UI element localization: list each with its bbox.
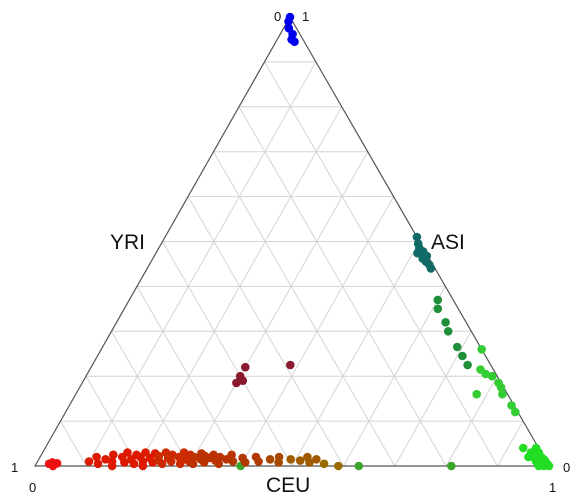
data-point [168,450,177,460]
data-point [157,459,167,469]
data-point [477,345,487,354]
grid-line-yri [60,420,87,467]
data-point [93,459,103,469]
grid-line-ceu [445,375,498,467]
data-point [166,457,176,466]
grid-line-ceu [291,241,420,467]
data-point [123,448,132,457]
grid-line-ceu [394,331,472,467]
data-point [458,351,467,361]
data-point [52,459,62,468]
grid-line-ceu [342,286,446,467]
data-point [507,401,516,410]
data-point [290,37,299,46]
grid-lines [60,61,524,467]
data-point [472,389,482,399]
data-point [265,455,275,464]
data-point [129,459,139,469]
data-point [418,254,428,263]
axis-label-asi: ASI [431,231,465,254]
data-point [433,304,443,314]
data-point [463,360,472,370]
data-points [44,12,554,471]
data-point [518,443,528,453]
data-point [413,248,422,258]
data-point [412,232,422,242]
data-point [487,371,497,381]
data-point [354,461,364,471]
data-point [312,455,321,464]
data-point [101,455,110,464]
data-point [188,459,198,469]
data-point [107,461,117,471]
grid-line-yri [136,286,242,467]
tick-right-top: 1 [302,9,309,24]
tick-right-bottom: 0 [563,460,570,475]
tick-left-bottom: 1 [11,460,18,475]
data-point [109,450,118,460]
tick-left-top: 0 [274,9,281,24]
data-point [498,389,507,399]
data-point [274,458,283,467]
data-point [254,457,263,466]
grid-line-ceu [188,151,369,467]
tick-bottom-right: 1 [549,480,556,495]
axis-label-yri: YRI [110,231,145,254]
tick-bottom-left: 0 [29,480,36,495]
data-point [227,450,236,460]
data-point [305,458,314,467]
data-point [238,376,248,386]
grid-line-yri [264,61,499,467]
data-point [286,360,295,370]
data-point [452,342,462,352]
data-point [284,17,293,26]
data-point [319,459,329,469]
data-point [228,457,238,466]
data-point [447,461,456,471]
data-point [426,264,436,273]
data-point [511,407,520,417]
data-point [334,461,343,471]
data-point [84,457,94,466]
data-point [214,459,223,469]
data-point [120,458,129,467]
data-point [443,327,453,336]
data-point [295,456,305,465]
data-point [441,318,450,327]
grid-line-ceu [497,420,524,467]
data-point [241,362,250,372]
grid-line-yri [213,151,396,467]
data-point [240,458,250,467]
grid-line-ceu [85,61,317,467]
data-point [481,369,490,379]
data-point [286,455,296,464]
data-point [534,461,543,471]
data-point [433,295,443,305]
data-point [92,452,101,462]
data-point [138,461,148,471]
axis-label-ceu: CEU [266,474,310,496]
grid-line-yri [162,241,293,467]
grid-line-yri [111,331,190,467]
data-point [496,383,506,392]
